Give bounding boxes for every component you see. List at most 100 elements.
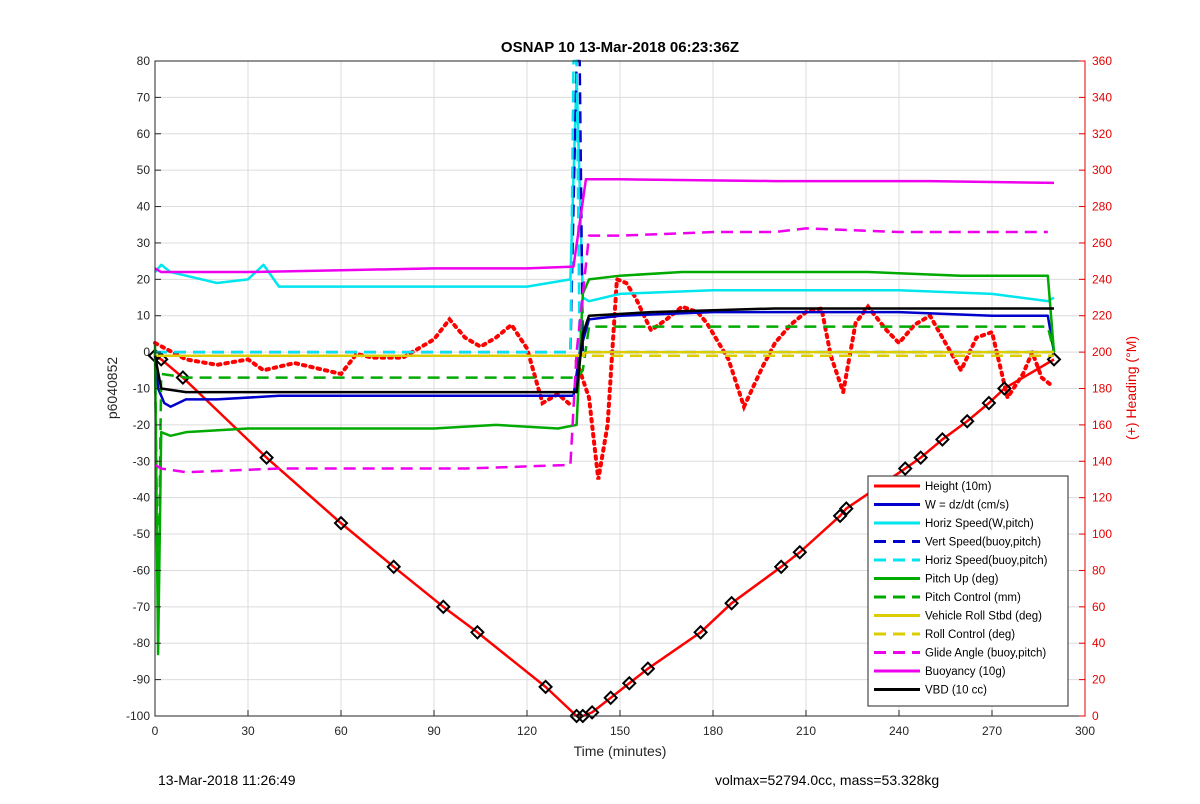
y2-tick-label: 360 [1092, 54, 1112, 68]
x-tick-label: 0 [152, 724, 159, 738]
x-tick-label: 240 [889, 724, 909, 738]
legend-label: VBD (10 cc) [925, 685, 987, 697]
footer-volmax-mass: volmax=52794.0cc, mass=53.328kg [715, 772, 940, 788]
legend: Height (10m) W = dz/dt (cm/s) Horiz Speed(… [867, 475, 1069, 707]
height-marker [838, 501, 854, 516]
height-marker [832, 508, 848, 524]
x-tick-label: 210 [796, 724, 816, 738]
x-tick-label: 270 [982, 724, 1002, 738]
y2-tick-label: 220 [1092, 309, 1112, 323]
legend-label: Glide Angle (buoy,pitch) [925, 648, 1046, 660]
height-marker [640, 661, 656, 677]
heading-series [574, 276, 1053, 480]
y2-tick-label: 40 [1092, 636, 1106, 650]
y2-tick-label: 80 [1092, 563, 1106, 577]
legend-label: Buoyancy (10g) [925, 666, 1006, 678]
y-tick-label: -50 [133, 527, 151, 541]
series-line-11 [153, 307, 1054, 394]
chart: 0 30 60 90 120 150 180 210 240 270 300-100-90-80-7… [104, 39, 1139, 759]
legend-label: Height (10m) [925, 481, 992, 493]
series-line-0 [154, 354, 1055, 718]
y2-tick-label: 160 [1092, 418, 1112, 432]
x-tick-label: 60 [334, 724, 348, 738]
axes: 0 30 60 90 120 150 180 210 240 270 300-100-90-80-7… [126, 54, 1112, 738]
height-marker [981, 395, 997, 411]
y2-tick-label: 280 [1092, 200, 1112, 214]
height-marker [435, 599, 451, 615]
x-tick-label: 300 [1075, 724, 1095, 738]
y2-axis-label: (+) Heading (°M) [1123, 336, 1139, 440]
height-marker [333, 515, 349, 531]
y-tick-label: 40 [137, 200, 151, 214]
y2-tick-label: 120 [1092, 491, 1112, 505]
y2-tick-label: 260 [1092, 236, 1112, 250]
y-tick-label: -60 [133, 563, 151, 577]
y2-tick-label: 240 [1092, 272, 1112, 286]
y2-tick-label: 320 [1092, 127, 1112, 141]
y-tick-label: 20 [137, 272, 151, 286]
series-line-6 [153, 325, 1056, 627]
y2-tick-label: 340 [1092, 90, 1112, 104]
y2-tick-label: 300 [1092, 163, 1112, 177]
series-line-5 [153, 270, 1056, 656]
legend-label: Pitch Control (mm) [925, 592, 1021, 604]
height-marker [959, 413, 975, 429]
y2-tick-label: 140 [1092, 454, 1112, 468]
legend-label: Vehicle Roll Stbd (deg) [925, 611, 1042, 623]
y-tick-label: -90 [133, 673, 151, 687]
legend-label: Roll Control (deg) [925, 629, 1015, 641]
height-marker [934, 432, 950, 447]
heading-series [153, 316, 573, 407]
x-tick-label: 30 [241, 724, 255, 738]
y-tick-label: -80 [133, 636, 151, 650]
height-marker [724, 595, 740, 611]
x-tick-label: 180 [703, 724, 723, 738]
y-tick-label: -100 [126, 709, 150, 723]
legend-label: Vert Speed(buoy,pitch) [925, 537, 1041, 549]
legend-box [867, 475, 1069, 707]
height-marker [773, 559, 789, 575]
height-marker [897, 461, 913, 476]
y-tick-label: 50 [137, 163, 151, 177]
y-tick-label: 0 [143, 345, 150, 359]
series-line-2 [154, 74, 1055, 303]
height-marker [259, 450, 275, 466]
height-marker [603, 690, 619, 706]
y2-tick-label: 100 [1092, 527, 1112, 541]
footer-timestamp: 13-Mar-2018 11:26:49 [158, 772, 296, 788]
y-tick-label: 80 [137, 54, 151, 68]
y-tick-label: -10 [133, 382, 151, 396]
y-tick-label: 60 [137, 127, 151, 141]
y-tick-label: 70 [137, 90, 151, 104]
height-marker [792, 544, 808, 560]
height-marker [538, 679, 554, 695]
height-marker [996, 381, 1012, 396]
y-tick-label: -40 [133, 491, 151, 505]
y2-tick-label: 180 [1092, 382, 1112, 396]
series-line-9 [154, 227, 1048, 474]
y-tick-label: 30 [137, 236, 151, 250]
y-axis-label: p6040852 [104, 357, 120, 420]
height-marker [693, 624, 709, 640]
height-marker [913, 450, 929, 466]
y-tick-label: -30 [133, 454, 151, 468]
y2-tick-label: 20 [1092, 673, 1106, 687]
y-tick-label: -20 [133, 418, 151, 432]
y2-tick-label: 60 [1092, 600, 1106, 614]
y2-tick-label: 0 [1092, 709, 1099, 723]
series-line-10 [154, 178, 1055, 274]
y2-tick-label: 200 [1092, 345, 1112, 359]
height-marker [621, 675, 637, 691]
x-tick-label: 150 [610, 724, 630, 738]
legend-label: Horiz Speed(buoy,pitch) [925, 555, 1048, 567]
y-tick-label: 10 [137, 309, 151, 323]
height-marker [386, 559, 402, 575]
legend-label: Pitch Up (deg) [925, 574, 999, 586]
x-axis-label: Time (minutes) [574, 743, 667, 759]
y-tick-label: -70 [133, 600, 151, 614]
x-tick-label: 90 [427, 724, 441, 738]
series-line-1 [153, 310, 1056, 408]
chart-title: OSNAP 10 13-Mar-2018 06:23:36Z [501, 39, 739, 56]
height-marker [469, 624, 485, 640]
legend-label: Horiz Speed(W,pitch) [925, 518, 1034, 530]
